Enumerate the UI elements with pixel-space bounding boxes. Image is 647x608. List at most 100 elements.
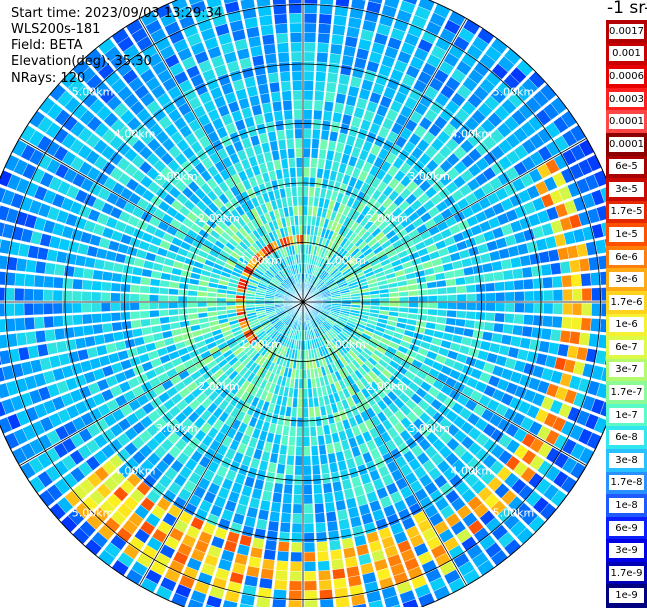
ppi-cell: [303, 109, 313, 120]
ppi-cell: [288, 387, 294, 398]
ppi-cell: [254, 299, 265, 302]
ppi-cell: [317, 158, 326, 169]
ppi-cell: [255, 518, 268, 531]
ppi-cell: [62, 290, 73, 302]
ppi-cell: [275, 168, 284, 180]
ppi-cell: [188, 318, 200, 326]
ring-label: 1.00km: [324, 254, 366, 267]
ppi-cell: [303, 253, 306, 264]
ppi-cell: [42, 302, 54, 315]
ppi-cell: [513, 313, 525, 325]
ppi-cell: [317, 550, 330, 562]
ppi-cell: [286, 196, 293, 208]
ppi-cell: [303, 138, 312, 149]
ppi-cell: [283, 416, 291, 427]
ppi-cell: [177, 295, 188, 302]
ppi-cell: [426, 315, 438, 323]
ppi-cell: [278, 61, 291, 73]
ppi-cell: [423, 267, 435, 276]
ppi-cell: [562, 288, 573, 302]
ppi-cell: [25, 331, 37, 345]
ppi-cell: [129, 284, 141, 293]
ppi-cell: [569, 259, 581, 273]
colorbar-tick-label: 3e-7: [609, 362, 644, 378]
ppi-cell: [73, 325, 85, 338]
ppi-cell: [390, 604, 401, 607]
ppi-cell: [24, 273, 36, 287]
ppi-cell: [335, 141, 345, 154]
ppi-cell: [333, 490, 345, 502]
ppi-cell: [341, 302, 352, 305]
spoke-line: [19, 138, 304, 303]
ring-label: 2.00km: [198, 212, 240, 225]
ppi-cell: [306, 368, 311, 380]
ppi-cell: [298, 378, 303, 389]
ppi-cell: [442, 332, 454, 342]
ppi-cell: [0, 382, 10, 400]
ppi-cell: [466, 302, 477, 311]
ppi-cell: [177, 289, 189, 296]
ppi-cell: [532, 277, 544, 290]
ppi-cell: [437, 294, 448, 302]
ppi-cell: [578, 257, 591, 272]
ppi-cell: [139, 302, 150, 311]
ppi-cell: [279, 444, 288, 456]
ppi-cell: [456, 285, 467, 294]
ppi-cell: [303, 244, 306, 255]
ppi-cell: [325, 443, 335, 455]
ppi-cell: [300, 340, 303, 351]
ppi-cell: [329, 539, 342, 551]
ppi-cell: [0, 318, 7, 333]
ppi-cell: [34, 260, 47, 274]
ppi-cell: [294, 378, 299, 389]
ppi-cell: [92, 269, 104, 281]
ppi-cell: [540, 263, 552, 276]
ppi-cell: [327, 140, 337, 152]
ppi-cell: [279, 187, 287, 199]
ppi-cell: [206, 297, 217, 302]
ppi-cell: [103, 332, 115, 344]
ppi-cell: [25, 259, 37, 273]
ppi-cell: [277, 52, 290, 63]
ppi-cell: [350, 302, 361, 305]
ppi-cell: [286, 138, 295, 149]
ppi-cell: [502, 269, 514, 281]
ppi-cell: [111, 272, 123, 283]
ppi-cell: [43, 316, 55, 329]
ppi-cell: [81, 313, 93, 325]
ppi-cell: [495, 292, 506, 302]
ppi-cell: [149, 286, 160, 294]
ppi-cell: [319, 139, 329, 150]
ppi-cell: [266, 62, 279, 74]
ppi-cell: [437, 302, 448, 310]
ppi-cell: [62, 302, 73, 314]
ppi-cell: [542, 315, 553, 328]
ppi-cell: [483, 272, 495, 283]
ppi-cell: [434, 272, 446, 281]
ppi-cell: [425, 274, 437, 283]
ppi-cell: [523, 278, 534, 290]
ppi-cell: [0, 401, 7, 417]
ppi-cell: [308, 407, 315, 418]
ppi-cell: [101, 312, 112, 323]
ppi-cell: [460, 257, 473, 268]
ppi-cell: [225, 305, 237, 310]
ppi-cell: [303, 561, 317, 572]
ppi-cell: [277, 454, 287, 465]
ppi-cell: [294, 465, 303, 476]
ppi-cell: [407, 284, 418, 291]
ppi-cell: [293, 205, 299, 216]
ppi-cell: [379, 293, 390, 298]
ppi-cell: [91, 280, 103, 291]
ppi-cell: [268, 422, 277, 434]
ppi-cell: [303, 157, 311, 168]
ppi-cell: [197, 291, 208, 297]
ppi-cell: [261, 141, 271, 154]
ppi-cell: [423, 328, 435, 337]
ppi-cell: [265, 160, 275, 172]
spoke-line: [19, 301, 304, 466]
ppi-cell: [292, 397, 298, 408]
ppi-cell: [290, 176, 297, 188]
ppi-data-cells: [0, 0, 606, 607]
ppi-cell: [14, 272, 26, 287]
